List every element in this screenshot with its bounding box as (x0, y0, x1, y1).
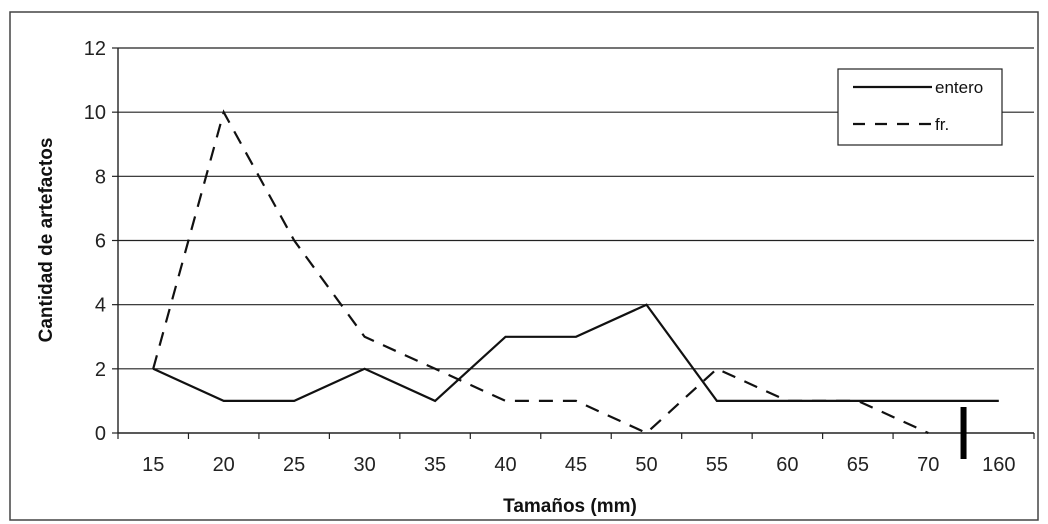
x-tick-label: 40 (494, 454, 516, 476)
x-tick-label: 70 (917, 454, 939, 476)
x-tick-label: 65 (847, 454, 869, 476)
x-tick-label: 160 (982, 454, 1015, 476)
axes (112, 47, 1035, 439)
gridlines (118, 47, 1034, 370)
legend: entero fr. (837, 68, 1003, 146)
legend-label-fr: fr. (935, 115, 949, 134)
x-tick-label: 35 (424, 454, 446, 476)
y-tick-label: 4 (95, 295, 106, 317)
y-axis-title: Cantidad de artefactos (36, 138, 57, 343)
x-axis-title: Tamaños (mm) (503, 496, 637, 517)
y-tick-label: 6 (95, 231, 106, 253)
x-tick-label: 15 (142, 454, 164, 476)
y-tick-label: 10 (84, 102, 106, 124)
x-tick-label: 60 (776, 454, 798, 476)
y-tick-label: 2 (95, 359, 106, 381)
legend-label-entero: entero (935, 78, 983, 97)
x-tick-label: 30 (353, 454, 375, 476)
series-line-fr (152, 109, 929, 435)
y-tick-label: 12 (84, 38, 106, 60)
x-tick-label: 55 (706, 454, 728, 476)
series-lines (152, 109, 999, 435)
x-tick-label: 45 (565, 454, 587, 476)
axis-break-marker (960, 407, 967, 459)
y-tick-label: 0 (95, 423, 106, 445)
x-tick-label: 25 (283, 454, 305, 476)
y-tick-label: 8 (95, 166, 106, 188)
tick-labels: 0 2 4 6 8 10 12 15 20 25 30 35 40 45 50 55 60 65 70 160 (84, 38, 1016, 476)
x-tick-label: 20 (213, 454, 235, 476)
x-tick-label: 50 (635, 454, 657, 476)
axis-break-marker-group (960, 407, 967, 459)
legend-box (837, 68, 1003, 146)
series-line-entero (152, 303, 999, 403)
